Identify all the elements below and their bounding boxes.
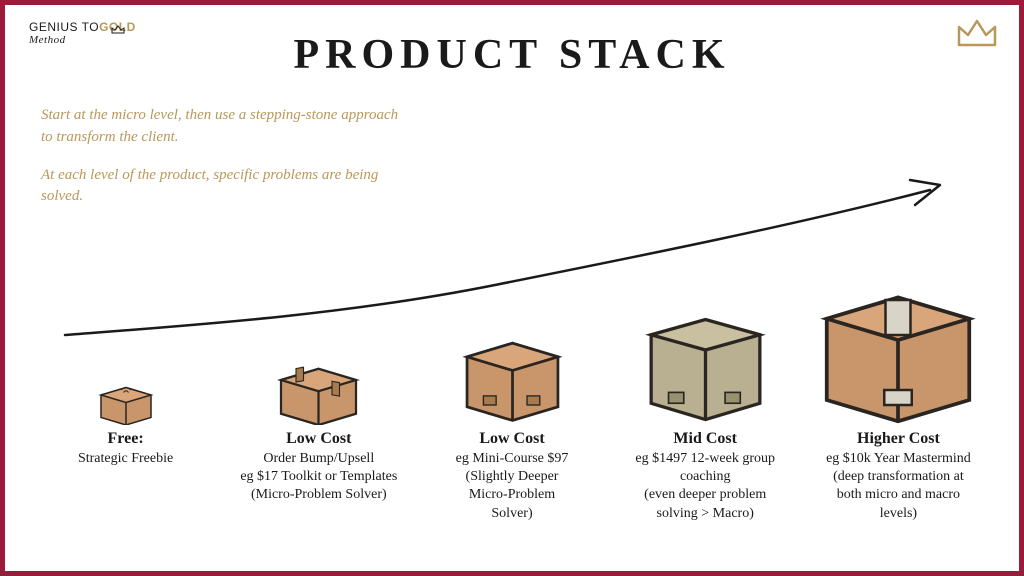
infographic-frame: GENIUS TOGOLD Method PRODUCT STACK Start…	[0, 0, 1024, 576]
tier-title: Free:	[35, 430, 216, 448]
package-icon	[813, 275, 983, 425]
page-title: PRODUCT STACK	[5, 31, 1019, 79]
tier-desc: eg $1497 12-week groupcoaching(even deep…	[615, 450, 796, 523]
tier-label-2: Low Cost Order Bump/Upselleg $17 Toolkit…	[222, 430, 415, 523]
tier-title: Low Cost	[421, 430, 602, 448]
tier-label-1: Free: Strategic Freebie	[29, 430, 222, 523]
tier-desc: eg $10k Year Mastermind(deep transformat…	[808, 450, 989, 523]
intro-paragraph-2: At each level of the product, specific p…	[41, 165, 401, 209]
tier-labels-row: Free: Strategic Freebie Low Cost Order B…	[5, 430, 1019, 523]
package-icon	[271, 350, 366, 425]
package-icon	[638, 300, 773, 425]
tier-title: Higher Cost	[808, 430, 989, 448]
intro-text: Start at the micro level, then use a ste…	[41, 105, 401, 208]
package-icon	[96, 375, 156, 425]
intro-paragraph-1: Start at the micro level, then use a ste…	[41, 105, 401, 149]
package-icon	[455, 325, 570, 425]
tier-label-3: Low Cost eg Mini-Course $97(Slightly Dee…	[415, 430, 608, 523]
tier-desc: Order Bump/Upselleg $17 Toolkit or Templ…	[228, 450, 409, 505]
tier-desc: Strategic Freebie	[35, 450, 216, 468]
box-tier-2	[222, 265, 415, 425]
tier-title: Mid Cost	[615, 430, 796, 448]
tier-label-5: Higher Cost eg $10k Year Mastermind(deep…	[802, 430, 995, 523]
tier-label-4: Mid Cost eg $1497 12-week groupcoaching(…	[609, 430, 802, 523]
product-boxes-row	[5, 265, 1019, 425]
box-tier-5	[802, 265, 995, 425]
tier-desc: eg Mini-Course $97(Slightly DeeperMicro-…	[421, 450, 602, 523]
box-tier-4	[609, 265, 802, 425]
box-tier-1	[29, 265, 222, 425]
tier-title: Low Cost	[228, 430, 409, 448]
box-tier-3	[415, 265, 608, 425]
